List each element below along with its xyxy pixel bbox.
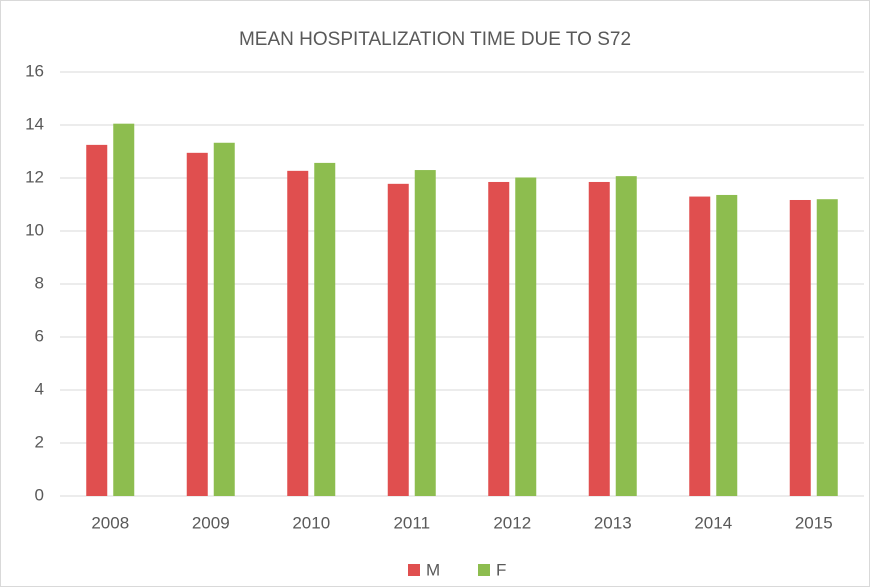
bar [213,142,235,496]
bar [387,183,409,496]
bar [716,194,738,496]
bar [186,152,208,496]
bar [314,162,336,496]
y-tick-label: 4 [35,379,44,398]
bar [414,170,436,497]
y-tick-label: 10 [25,220,44,239]
bar [816,199,838,496]
bar [287,170,309,496]
y-tick-label: 16 [25,61,44,80]
x-tick-label: 2010 [292,513,330,532]
bar [488,181,510,496]
bar [789,199,811,496]
y-tick-label: 14 [25,114,44,133]
x-tick-label: 2015 [795,513,833,532]
legend-label: M [426,560,440,579]
x-tick-label: 2011 [393,513,430,532]
legend-swatch [478,564,490,576]
bar [615,176,637,496]
bar [515,177,537,496]
bar [689,196,711,497]
x-tick-label: 2009 [192,513,230,532]
x-tick-label: 2013 [594,513,632,532]
bar [588,181,610,496]
y-tick-label: 6 [35,326,44,345]
x-tick-label: 2012 [493,513,531,532]
y-tick-label: 8 [35,273,44,292]
y-tick-label: 2 [35,432,44,451]
x-tick-label: 2014 [694,513,732,532]
chart-title: MEAN HOSPITALIZATION TIME DUE TO S72 [239,29,631,50]
x-tick-label: 2008 [91,513,129,532]
y-tick-label: 0 [35,485,44,504]
legend-swatch [408,564,420,576]
legend-label: F [496,560,506,579]
y-tick-label: 12 [25,167,44,186]
bar [113,123,135,497]
bar [86,144,108,496]
